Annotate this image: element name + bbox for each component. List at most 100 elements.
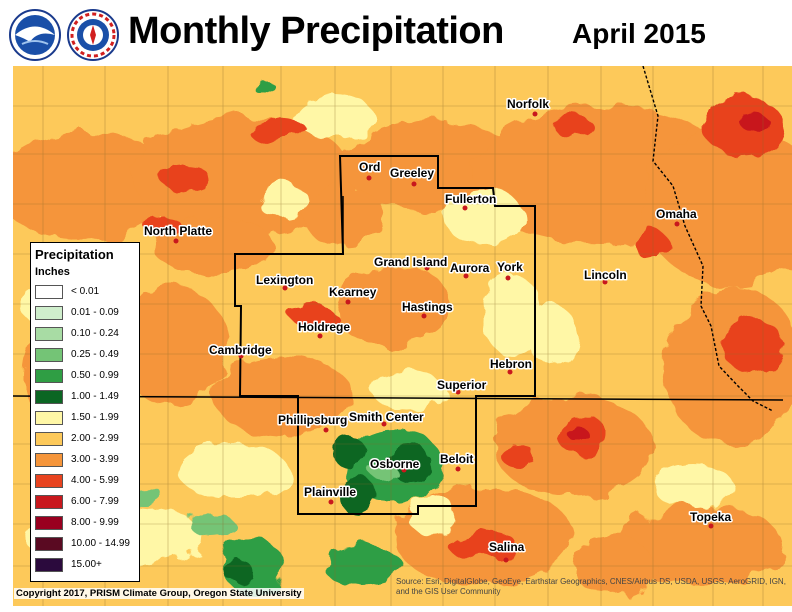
nws-logo [67, 9, 119, 61]
city-greeley: Greeley [389, 165, 436, 187]
legend-swatch [35, 474, 63, 488]
svg-text:Superior: Superior [437, 378, 487, 392]
city-layer: Ord Greeley Norfolk Fullerton North Plat… [143, 96, 733, 563]
svg-text:Cambridge: Cambridge [209, 343, 272, 357]
map-title: Monthly Precipitation [128, 10, 504, 52]
legend-label: 0.01 - 0.09 [71, 307, 119, 318]
legend-item: 1.50 - 1.99 [35, 411, 137, 426]
legend-item: 3.00 - 3.99 [35, 453, 137, 468]
city-york: York [496, 259, 525, 281]
legend-item: 15.00+ [35, 558, 137, 573]
legend-label: 6.00 - 7.99 [71, 496, 119, 507]
city-hastings: Hastings [401, 299, 455, 319]
city-north-platte: North Platte [143, 223, 214, 244]
legend-swatch [35, 285, 63, 299]
legend: Precipitation Inches < 0.01 0.01 - 0.09 0.… [30, 242, 140, 582]
svg-text:Lincoln: Lincoln [584, 268, 627, 282]
city-omaha: Omaha [655, 206, 699, 227]
legend-label: 15.00+ [71, 559, 102, 570]
legend-label: 8.00 - 9.99 [71, 517, 119, 528]
svg-text:York: York [497, 260, 523, 274]
legend-label: 1.50 - 1.99 [71, 412, 119, 423]
svg-text:Osborne: Osborne [370, 457, 420, 471]
legend-item: 4.00 - 5.99 [35, 474, 137, 489]
city-aurora: Aurora [449, 260, 491, 279]
legend-units: Inches [35, 266, 70, 278]
legend-item: 0.50 - 0.99 [35, 369, 137, 384]
state-boundary-east [642, 66, 774, 412]
svg-text:Beloit: Beloit [440, 452, 473, 466]
legend-label: 2.00 - 2.99 [71, 433, 119, 444]
source-credits: Source: Esri, DigitalGlobe, GeoEye, Eart… [396, 577, 786, 596]
city-fullerton: Fullerton [444, 191, 498, 211]
svg-text:Smith Center: Smith Center [349, 410, 424, 424]
state-boundary-ne-ks [13, 395, 784, 401]
legend-swatch [35, 432, 63, 446]
svg-text:Holdrege: Holdrege [298, 320, 350, 334]
legend-swatch [35, 411, 63, 425]
legend-label: 10.00 - 14.99 [71, 538, 130, 549]
legend-swatch [35, 537, 63, 551]
city-holdrege: Holdrege [297, 319, 352, 339]
city-norfolk: Norfolk [506, 96, 551, 117]
forecast-area-outline [234, 155, 536, 515]
svg-text:Hebron: Hebron [490, 357, 532, 371]
legend-label: 4.00 - 5.99 [71, 475, 119, 486]
legend-swatch [35, 453, 63, 467]
city-osborne: Osborne [369, 456, 421, 473]
legend-item: 0.01 - 0.09 [35, 306, 137, 321]
legend-label: 3.00 - 3.99 [71, 454, 119, 465]
legend-swatch [35, 516, 63, 530]
svg-text:Fullerton: Fullerton [445, 192, 496, 206]
legend-item: 0.10 - 0.24 [35, 327, 137, 342]
svg-text:Kearney: Kearney [329, 285, 377, 299]
map-date: April 2015 [572, 18, 706, 49]
svg-text:Ord: Ord [359, 160, 380, 174]
svg-text:Grand Island: Grand Island [374, 255, 447, 269]
legend-item: 8.00 - 9.99 [35, 516, 137, 531]
legend-title: Precipitation [35, 247, 114, 262]
city-smith-center: Smith Center [348, 409, 426, 427]
city-grand-island: Grand Island [373, 254, 449, 271]
legend-swatch [35, 495, 63, 509]
city-hebron: Hebron [489, 356, 534, 375]
city-plainville: Plainville [303, 484, 358, 505]
legend-label: < 0.01 [71, 286, 100, 297]
legend-item: < 0.01 [35, 285, 137, 300]
svg-text:North Platte: North Platte [144, 224, 212, 238]
city-cambridge: Cambridge [208, 342, 274, 359]
city-superior: Superior [436, 377, 488, 395]
legend-item: 6.00 - 7.99 [35, 495, 137, 510]
svg-text:Plainville: Plainville [304, 485, 356, 499]
legend-label: 0.10 - 0.24 [71, 328, 119, 339]
legend-item: 10.00 - 14.99 [35, 537, 137, 552]
header: Monthly Precipitation April 2015 [0, 0, 792, 66]
svg-text:Lexington: Lexington [256, 273, 313, 287]
noaa-logo [9, 9, 61, 61]
svg-text:Hastings: Hastings [402, 300, 453, 314]
legend-swatch [35, 327, 63, 341]
city-salina: Salina [488, 539, 526, 563]
svg-text:Greeley: Greeley [390, 166, 434, 180]
legend-label: 1.00 - 1.49 [71, 391, 119, 402]
city-lincoln: Lincoln [583, 267, 628, 285]
copyright-text: Copyright 2017, PRISM Climate Group, Ore… [14, 588, 304, 599]
legend-swatch [35, 558, 63, 572]
city-phillipsburg: Phillipsburg [277, 412, 349, 433]
legend-item: 1.00 - 1.49 [35, 390, 137, 405]
legend-swatch [35, 390, 63, 404]
city-beloit: Beloit [439, 451, 475, 472]
legend-swatch [35, 306, 63, 320]
city-kearney: Kearney [328, 284, 378, 305]
svg-text:Salina: Salina [489, 540, 525, 554]
legend-item: 2.00 - 2.99 [35, 432, 137, 447]
svg-text:Aurora: Aurora [450, 261, 490, 275]
svg-text:Topeka: Topeka [690, 510, 731, 524]
svg-text:Norfolk: Norfolk [507, 97, 549, 111]
legend-swatch [35, 348, 63, 362]
city-topeka: Topeka [689, 509, 733, 529]
legend-label: 0.50 - 0.99 [71, 370, 119, 381]
svg-text:Phillipsburg: Phillipsburg [278, 413, 347, 427]
legend-label: 0.25 - 0.49 [71, 349, 119, 360]
